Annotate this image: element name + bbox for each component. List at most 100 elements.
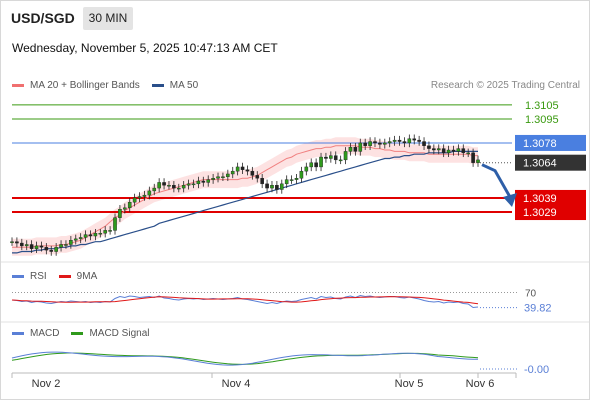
candle [216, 172, 220, 183]
candle [358, 138, 363, 156]
candle-body [378, 142, 382, 145]
x-axis-label: Nov 4 [222, 378, 251, 390]
candle [191, 179, 196, 189]
candle [338, 155, 343, 165]
candle [132, 193, 137, 207]
candle [98, 228, 103, 238]
candle-body [338, 159, 343, 162]
candle-body [284, 179, 289, 185]
candle-body [324, 156, 328, 159]
candle [167, 181, 171, 190]
candle-body [319, 156, 323, 168]
candle [446, 145, 451, 158]
candle-body [206, 179, 211, 183]
candle-body [436, 148, 441, 151]
macd-legend-label: MACD [30, 328, 60, 339]
candle-body [422, 141, 426, 146]
rsi-swatch [12, 275, 24, 278]
candle [466, 148, 470, 158]
timestamp-label: Wednesday, November 5, 2025 10:47:13 AM … [12, 41, 278, 55]
candle [451, 145, 456, 156]
candle [20, 238, 24, 251]
candle [422, 137, 426, 150]
candle-body [348, 146, 353, 152]
rsi-level-label: 70 [525, 289, 537, 300]
level-label-1.3029: 1.3029 [523, 207, 557, 219]
candle-body [34, 245, 39, 249]
candle [108, 226, 112, 235]
candle-body [172, 185, 176, 189]
candle [29, 240, 34, 253]
candle-body [142, 194, 147, 197]
level-label-1.3105: 1.3105 [525, 100, 559, 112]
candle-body [387, 141, 392, 144]
candle [363, 138, 367, 150]
candle [69, 236, 73, 249]
candle-body [216, 176, 220, 179]
candle [64, 240, 68, 249]
candle-body [255, 175, 260, 179]
candle [83, 230, 88, 242]
candle [137, 192, 142, 203]
timeframe-badge[interactable]: 30 MIN [83, 7, 133, 30]
rsi-9ma-line [11, 296, 479, 305]
candle-body [113, 217, 117, 231]
candle [34, 241, 39, 253]
macd-line [11, 351, 478, 366]
x-axis-label: Nov 6 [466, 378, 495, 390]
candle [73, 234, 78, 245]
ma50-legend-label: MA 50 [169, 80, 199, 91]
level-tag-1.3078 [515, 134, 586, 151]
candle-body [211, 178, 215, 180]
candle-body [221, 176, 225, 178]
candle-body [476, 159, 480, 163]
candle [329, 151, 333, 163]
candle-body [240, 166, 245, 170]
ma20-swatch [12, 84, 24, 87]
candle [142, 190, 147, 201]
candle-body [451, 149, 456, 152]
candle [49, 245, 54, 256]
candle-body [245, 169, 250, 172]
candle [162, 178, 166, 190]
candle [427, 141, 431, 153]
candle-body [368, 141, 372, 146]
candle-body [456, 148, 461, 152]
candle [127, 197, 132, 213]
candle-body [167, 185, 171, 187]
candle-body [402, 141, 407, 144]
candle-body [265, 183, 269, 189]
rsi-legend-label: RSI [30, 271, 47, 282]
candle-body [373, 141, 377, 144]
candle-body [353, 146, 358, 152]
candle-body [147, 190, 152, 196]
candle [279, 179, 284, 194]
candle-body [108, 230, 112, 232]
candle-body [59, 244, 63, 248]
ma20-legend-label: MA 20 + Bollinger Bands [30, 80, 140, 91]
candle-body [127, 201, 132, 209]
candle [383, 138, 387, 149]
candle [172, 181, 176, 193]
rsi-9ma-swatch [58, 275, 71, 278]
candle-body [294, 178, 299, 180]
candle-body [181, 185, 186, 189]
candle [432, 144, 436, 155]
candle-body [343, 151, 348, 161]
candle [373, 137, 377, 148]
candle [250, 166, 255, 180]
candle-body [118, 209, 122, 218]
bollinger-band [12, 137, 478, 256]
candle-body [196, 180, 201, 185]
candle-body [383, 142, 387, 145]
candle [407, 134, 412, 148]
candle-body [44, 247, 49, 251]
rsi-9ma-legend-label: 9MA [76, 271, 98, 282]
level-tag-1.3064 [515, 154, 586, 171]
candle-body [427, 145, 431, 149]
candle [15, 237, 19, 248]
candle-body [250, 170, 255, 176]
candle [270, 181, 274, 193]
candle-body [78, 237, 83, 240]
